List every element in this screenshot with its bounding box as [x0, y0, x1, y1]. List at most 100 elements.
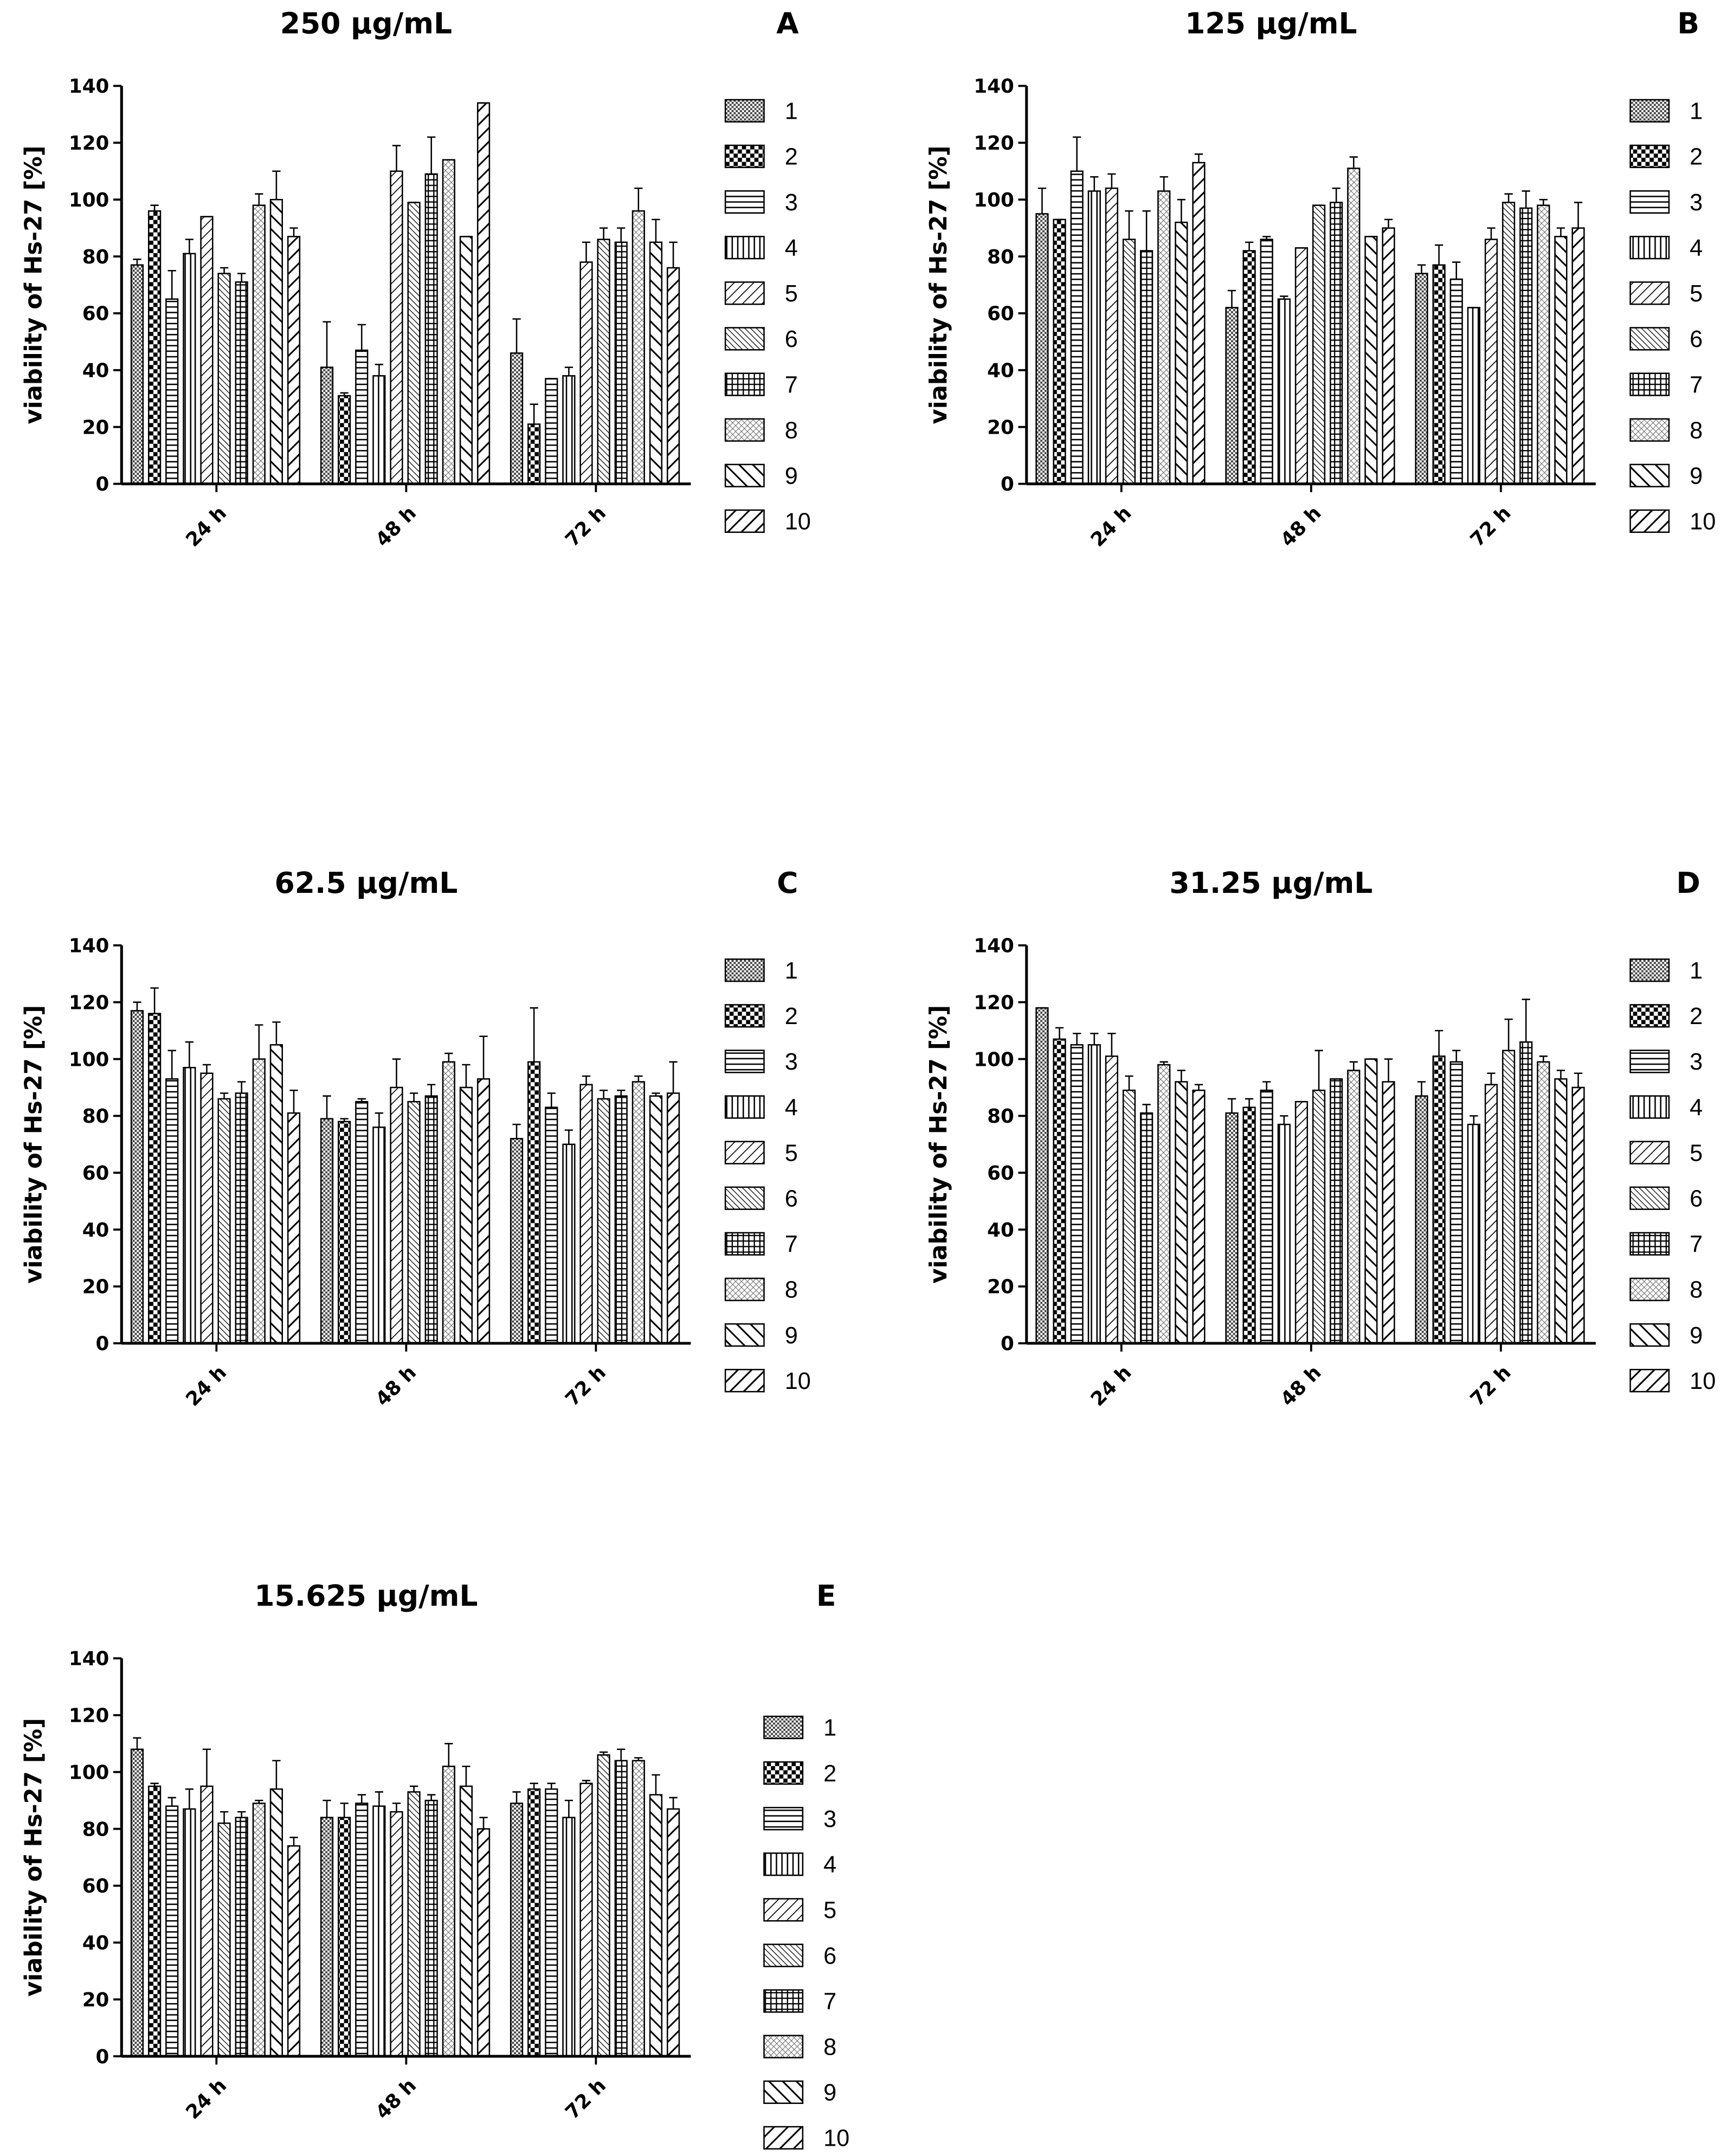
error-bar — [237, 273, 246, 282]
bar — [235, 1817, 248, 2057]
bar — [1519, 207, 1533, 485]
legend-swatch — [763, 2126, 804, 2150]
y-tick-label: 40 — [82, 1219, 109, 1241]
error-bar — [1262, 236, 1271, 240]
error-bar — [289, 1837, 298, 1846]
error-bar — [669, 1061, 678, 1093]
error-bar — [582, 1075, 591, 1085]
error-bar — [617, 227, 626, 242]
error-bar — [1227, 1098, 1236, 1114]
y-axis-label: viability of Hs-27 [%] — [925, 1005, 952, 1284]
legend-label: 6 — [785, 1186, 798, 1212]
y-tick-label: 140 — [69, 935, 109, 957]
legend-swatch — [1629, 236, 1670, 260]
error-bar — [1556, 227, 1565, 237]
bar — [147, 210, 162, 485]
bar — [1105, 187, 1118, 485]
legend-swatch — [724, 190, 765, 214]
legend-swatch — [1629, 1050, 1670, 1073]
bar — [200, 216, 214, 485]
x-tick-label: 72 h — [1466, 502, 1516, 551]
bar — [1035, 1007, 1049, 1344]
y-tick-label: 80 — [82, 1818, 109, 1840]
error-bar — [599, 1089, 608, 1099]
error-bar — [1349, 1061, 1358, 1071]
bar — [1432, 1056, 1446, 1344]
legend-label: 7 — [1690, 372, 1703, 398]
y-tick-label: 40 — [82, 360, 109, 382]
bar — [1192, 162, 1206, 485]
error-bar — [1487, 227, 1496, 240]
bar — [1140, 1112, 1154, 1344]
error-bar — [272, 1021, 281, 1045]
legend-label: 5 — [785, 1140, 798, 1166]
bar — [217, 1822, 231, 2057]
y-tick-label: 140 — [974, 935, 1014, 957]
error-bar — [1384, 1058, 1393, 1082]
bar — [407, 202, 421, 485]
legend-swatch — [763, 1989, 804, 2013]
legend-swatch — [1629, 1141, 1670, 1164]
bar — [130, 264, 144, 485]
y-axis-label: viability of Hs-27 [%] — [925, 146, 952, 424]
bar — [631, 1760, 645, 2057]
bar — [407, 1791, 421, 2057]
error-bar — [1452, 1050, 1461, 1062]
legend-label: 2 — [1690, 144, 1703, 170]
error-bar — [462, 1064, 471, 1087]
y-tick-label: 60 — [82, 1875, 109, 1897]
legend-label: 9 — [823, 2080, 836, 2106]
legend-swatch — [724, 1141, 765, 1164]
legend-swatch — [1629, 144, 1670, 169]
bar — [252, 204, 266, 485]
error-bar — [202, 1064, 211, 1073]
bar — [1175, 1081, 1188, 1344]
error-bar — [237, 1081, 246, 1093]
y-tick-label: 40 — [987, 1219, 1014, 1241]
error-bar — [150, 1782, 159, 1786]
bar — [631, 1081, 645, 1344]
error-bar — [1262, 1081, 1271, 1091]
panel-label: D — [1676, 866, 1700, 900]
bar — [165, 298, 179, 485]
legend-label: 3 — [785, 190, 798, 216]
error-bar — [255, 1024, 263, 1059]
error-bar — [599, 1751, 608, 1755]
error-bar — [564, 1129, 573, 1144]
bar — [1537, 204, 1550, 485]
legend-label: 8 — [1690, 417, 1703, 443]
legend-swatch — [724, 418, 765, 442]
bar — [1225, 1112, 1239, 1344]
bar — [631, 210, 645, 485]
error-bar — [547, 1782, 556, 1790]
bar — [1432, 264, 1446, 485]
legend-label: 10 — [823, 2126, 849, 2152]
legend-swatch — [724, 1232, 765, 1256]
bar — [510, 1138, 524, 1344]
y-tick-label: 0 — [1001, 473, 1014, 495]
error-bar — [1522, 190, 1530, 208]
legend-label: 3 — [823, 1806, 836, 1832]
error-bar — [167, 269, 176, 299]
error-bar — [617, 1089, 626, 1096]
bar — [1070, 170, 1084, 485]
bar — [1157, 190, 1171, 485]
error-bar — [340, 1803, 349, 1818]
bar — [1467, 1123, 1480, 1344]
legend-label: 4 — [1690, 235, 1703, 261]
legend-swatch — [1629, 509, 1670, 533]
bar — [1140, 250, 1154, 485]
legend-label: 1 — [1690, 99, 1703, 125]
bar — [1502, 202, 1516, 485]
bar — [562, 1817, 576, 2057]
error-bar — [547, 1092, 556, 1108]
x-tick-label: 48 h — [371, 1361, 421, 1411]
error-bar — [512, 1791, 521, 1804]
bar — [1415, 1095, 1428, 1344]
bar — [235, 1092, 248, 1344]
legend-label: 1 — [823, 1715, 836, 1741]
error-bar — [1107, 173, 1116, 189]
error-bar — [289, 1089, 298, 1114]
error-bar — [582, 241, 591, 262]
error-bar — [272, 170, 281, 200]
